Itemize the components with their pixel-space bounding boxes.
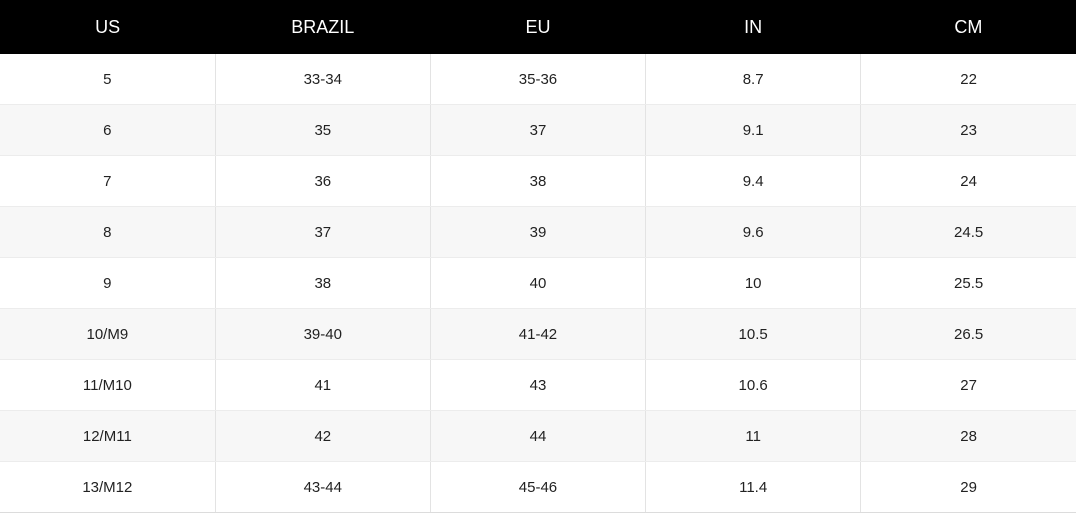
table-cell: 8.7 [645, 54, 861, 105]
table-body: 5 33-34 35-36 8.7 22 6 35 37 9.1 23 7 36 38 9.4 24 8 37 3… [0, 54, 1076, 513]
table-cell: 10/M9 [0, 308, 216, 360]
header-row: US BRAZIL EU IN CM [0, 0, 1076, 54]
table-cell: 27 [860, 359, 1076, 411]
column-header: EU [430, 0, 646, 54]
table-row: 10/M9 39-40 41-42 10.5 26.5 [0, 308, 1076, 360]
table-cell: 43 [429, 359, 646, 411]
table-cell: 36 [214, 155, 431, 207]
table-cell: 5 [0, 54, 216, 105]
table-row: 5 33-34 35-36 8.7 22 [0, 54, 1076, 105]
table-cell: 37 [429, 104, 646, 156]
table-cell: 8 [0, 206, 216, 258]
table-cell: 25.5 [860, 257, 1076, 309]
table-cell: 38 [214, 257, 431, 309]
table-cell: 26.5 [860, 308, 1076, 360]
table-row: 9 38 40 10 25.5 [0, 257, 1076, 309]
table-row: 8 37 39 9.6 24.5 [0, 206, 1076, 258]
table-cell: 9 [0, 257, 216, 309]
table-cell: 42 [214, 410, 431, 462]
table-cell: 10 [645, 257, 861, 309]
table-cell: 10.5 [645, 308, 861, 360]
table-cell: 35-36 [429, 54, 646, 105]
table-cell: 41-42 [429, 308, 646, 360]
table-row: 11/M10 41 43 10.6 27 [0, 359, 1076, 411]
table-cell: 11.4 [645, 461, 861, 513]
table-cell: 37 [214, 206, 431, 258]
table-cell: 35 [214, 104, 431, 156]
column-header: BRAZIL [215, 0, 431, 54]
column-header: US [0, 0, 216, 54]
table-cell: 13/M12 [0, 461, 216, 513]
table-cell: 10.6 [645, 359, 861, 411]
table-cell: 29 [860, 461, 1076, 513]
table-row: 7 36 38 9.4 24 [0, 155, 1076, 207]
table-cell: 44 [429, 410, 646, 462]
table-cell: 24 [860, 155, 1076, 207]
table-cell: 24.5 [860, 206, 1076, 258]
table-cell: 9.4 [645, 155, 861, 207]
table-cell: 28 [860, 410, 1076, 462]
table-cell: 11 [645, 410, 861, 462]
table-cell: 41 [214, 359, 431, 411]
table-cell: 22 [860, 54, 1076, 105]
table-cell: 40 [429, 257, 646, 309]
table-row: 6 35 37 9.1 23 [0, 104, 1076, 156]
table-cell: 9.6 [645, 206, 861, 258]
table-cell: 11/M10 [0, 359, 216, 411]
table-row: 12/M11 42 44 11 28 [0, 410, 1076, 462]
table-header: US BRAZIL EU IN CM [0, 0, 1076, 54]
table-cell: 39-40 [214, 308, 431, 360]
table-cell: 43-44 [214, 461, 431, 513]
table-cell: 39 [429, 206, 646, 258]
table-cell: 23 [860, 104, 1076, 156]
table-cell: 45-46 [429, 461, 646, 513]
table-cell: 33-34 [214, 54, 431, 105]
table-cell: 9.1 [645, 104, 861, 156]
table-row: 13/M12 43-44 45-46 11.4 29 [0, 461, 1076, 513]
column-header: IN [645, 0, 861, 54]
column-header: CM [860, 0, 1076, 54]
table-cell: 6 [0, 104, 216, 156]
table-cell: 38 [429, 155, 646, 207]
table-cell: 12/M11 [0, 410, 216, 462]
table-cell: 7 [0, 155, 216, 207]
